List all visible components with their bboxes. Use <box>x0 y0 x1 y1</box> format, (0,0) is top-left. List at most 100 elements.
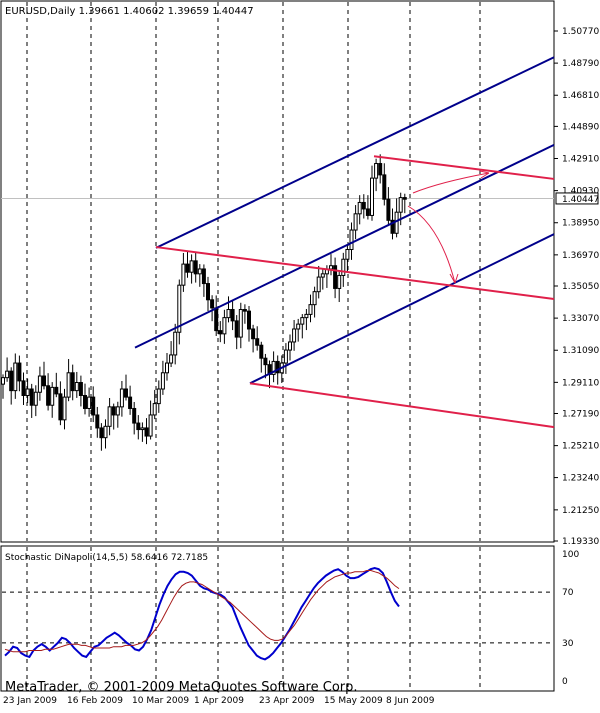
forecast-arrow-up-head <box>479 170 490 179</box>
candle-bear <box>390 219 395 234</box>
price-tick-label: 1.36970 <box>562 251 599 261</box>
trendline-channel-upper <box>155 56 555 249</box>
current-price-label: 1.40447 <box>562 195 599 205</box>
copyright-text: MetaTrader, © 2001-2009 MetaQuotes Softw… <box>5 680 358 695</box>
candle-bear <box>124 388 128 398</box>
current-price-badge: 1.40447 <box>555 192 599 205</box>
chart-title: EURUSD,Daily 1.39661 1.40602 1.39659 1.4… <box>5 6 254 17</box>
candle-bull <box>271 360 276 375</box>
date-label: 8 Jun 2009 <box>386 696 435 706</box>
candle-bear <box>46 385 51 406</box>
candle-bull <box>165 362 169 374</box>
candle-bull <box>353 213 358 231</box>
price-pane: EURUSD,Daily 1.39661 1.40602 1.39659 1.4… <box>0 0 599 547</box>
candle-bear <box>247 310 251 330</box>
trendlines <box>134 56 555 429</box>
candle-bull <box>337 274 342 289</box>
candle-bull <box>398 197 403 213</box>
price-pane-vertical-grid <box>26 2 481 541</box>
candle-bull <box>169 354 174 364</box>
date-label: 10 Mar 2009 <box>132 696 189 706</box>
trendline-red-top <box>373 155 555 180</box>
candle-bull <box>304 313 309 319</box>
candle-bear <box>259 344 264 359</box>
candle-bear <box>21 380 26 396</box>
stochastic-title: Stochastic DiNapoli(14,5,5) 58.6416 72.7… <box>5 553 208 563</box>
price-tick-label: 1.48790 <box>562 59 599 69</box>
candle-bull <box>341 258 346 276</box>
candle-bear <box>230 309 235 322</box>
forecast-arrow-up <box>412 172 490 194</box>
date-label: 1 Apr 2009 <box>194 696 244 706</box>
stochastic-tick-label: 70 <box>562 588 574 598</box>
candle-bull <box>329 265 333 270</box>
candle-bear <box>333 265 338 289</box>
current-price-badge-box <box>555 192 599 205</box>
candle-bull <box>66 372 71 398</box>
candle-bull <box>50 386 55 406</box>
candle-bear <box>91 396 96 416</box>
candle-bull <box>197 268 202 275</box>
candle-bull <box>37 375 42 393</box>
price-tick-label: 1.50770 <box>562 27 599 37</box>
candle-bear <box>95 414 100 429</box>
candle-bull <box>312 291 317 306</box>
candle-bear <box>42 375 46 387</box>
price-tick-label: 1.25210 <box>562 442 599 452</box>
candle-bear <box>255 338 260 346</box>
candle-bull <box>357 201 362 215</box>
candle-bear <box>54 386 59 395</box>
candle-bull <box>177 284 182 333</box>
candle-bull <box>226 309 231 319</box>
candle-bear <box>132 407 137 424</box>
candle-bull <box>25 388 30 396</box>
candle-bear <box>201 268 206 285</box>
candle-bull <box>173 331 178 356</box>
stochastic-signal-line <box>4 570 400 653</box>
date-label: 15 May 2009 <box>324 696 383 706</box>
candle-bull <box>148 414 153 437</box>
candle-bear <box>78 382 83 396</box>
candle-bull <box>13 362 18 392</box>
candle-bull <box>394 211 399 234</box>
candle-bull <box>292 328 297 343</box>
stochastic-level-lines <box>2 591 554 644</box>
stochastic-pane: Stochastic DiNapoli(14,5,5) 58.6416 72.7… <box>0 545 579 692</box>
candle-bear <box>263 357 268 366</box>
candle-bull <box>189 260 194 273</box>
candle-bull <box>283 349 288 364</box>
candlesticks <box>1 154 407 451</box>
candle-bear <box>210 299 215 309</box>
candle-bear <box>214 307 219 332</box>
candle-bear <box>136 422 141 431</box>
candle-bull <box>107 406 112 427</box>
trendline-red-bottom <box>249 382 555 429</box>
candle-bull <box>160 372 165 390</box>
candle-bull <box>349 229 354 251</box>
candle-bull <box>115 406 120 416</box>
candle-bull <box>345 249 350 260</box>
price-tick-label: 1.21250 <box>562 506 599 516</box>
stochastic-tick-label: 100 <box>562 550 579 560</box>
candle-bear <box>144 427 149 437</box>
forecast-arrow-down <box>407 205 456 284</box>
candle-bull <box>74 382 79 392</box>
candle-bear <box>185 263 190 273</box>
candle-bull <box>370 177 374 216</box>
candle-bull <box>300 317 305 325</box>
candle-bear <box>29 388 34 406</box>
candle-bear <box>218 330 223 335</box>
time-axis-labels: 23 Jan 2009 16 Feb 2009 10 Mar 2009 1 Apr 2… <box>3 696 435 706</box>
forecast-arrow-down-head <box>449 273 459 284</box>
price-tick-label: 1.19330 <box>562 537 599 547</box>
candle-bull <box>316 276 321 293</box>
candle-bear <box>111 406 116 416</box>
stochastic-pane-frame <box>0 545 555 692</box>
candle-bear <box>361 201 366 210</box>
trendline-channel-middle <box>134 143 555 349</box>
price-tick-label: 1.38950 <box>562 219 599 229</box>
candle-bear <box>83 394 87 409</box>
price-tick-label: 1.33070 <box>562 314 599 324</box>
candle-bear <box>193 260 198 275</box>
